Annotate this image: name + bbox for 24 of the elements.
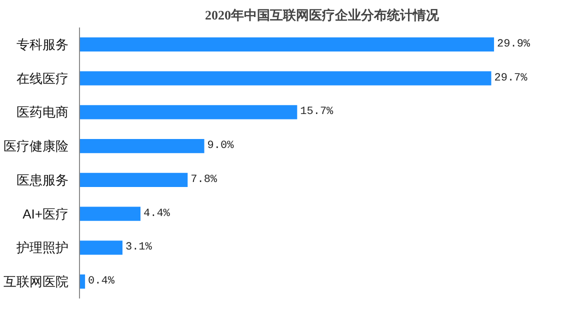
data-label: 15.7% (300, 106, 334, 118)
data-label: 4.4% (144, 208, 170, 220)
bar (80, 37, 494, 52)
y-tick-label: 医疗健康险 (4, 138, 68, 154)
y-tick-label: 医药电商 (16, 104, 68, 120)
y-tick-label: 医患服务 (16, 172, 68, 188)
data-label: 0.4% (88, 276, 115, 288)
bar (80, 172, 188, 188)
data-label: 7.8% (190, 174, 218, 186)
data-label: 3.1% (125, 242, 152, 254)
y-tick-label: 在线医疗 (16, 70, 68, 86)
chart-title: 2020年中国互联网医疗企业分布统计情况 (205, 8, 440, 22)
data-label: 29.7% (494, 72, 528, 84)
y-tick-label: 护理照护 (16, 240, 68, 256)
y-tick-label: 互联网医院 (4, 274, 68, 290)
bar (80, 71, 492, 86)
bar (80, 240, 122, 255)
bar (80, 105, 298, 120)
y-tick-label: AI+医疗 (22, 206, 68, 222)
bar (80, 206, 140, 221)
y-tick-label: 专科服务 (16, 36, 68, 52)
bar (80, 138, 204, 154)
data-label: 29.9% (497, 38, 530, 50)
data-label: 9.0% (207, 140, 234, 152)
